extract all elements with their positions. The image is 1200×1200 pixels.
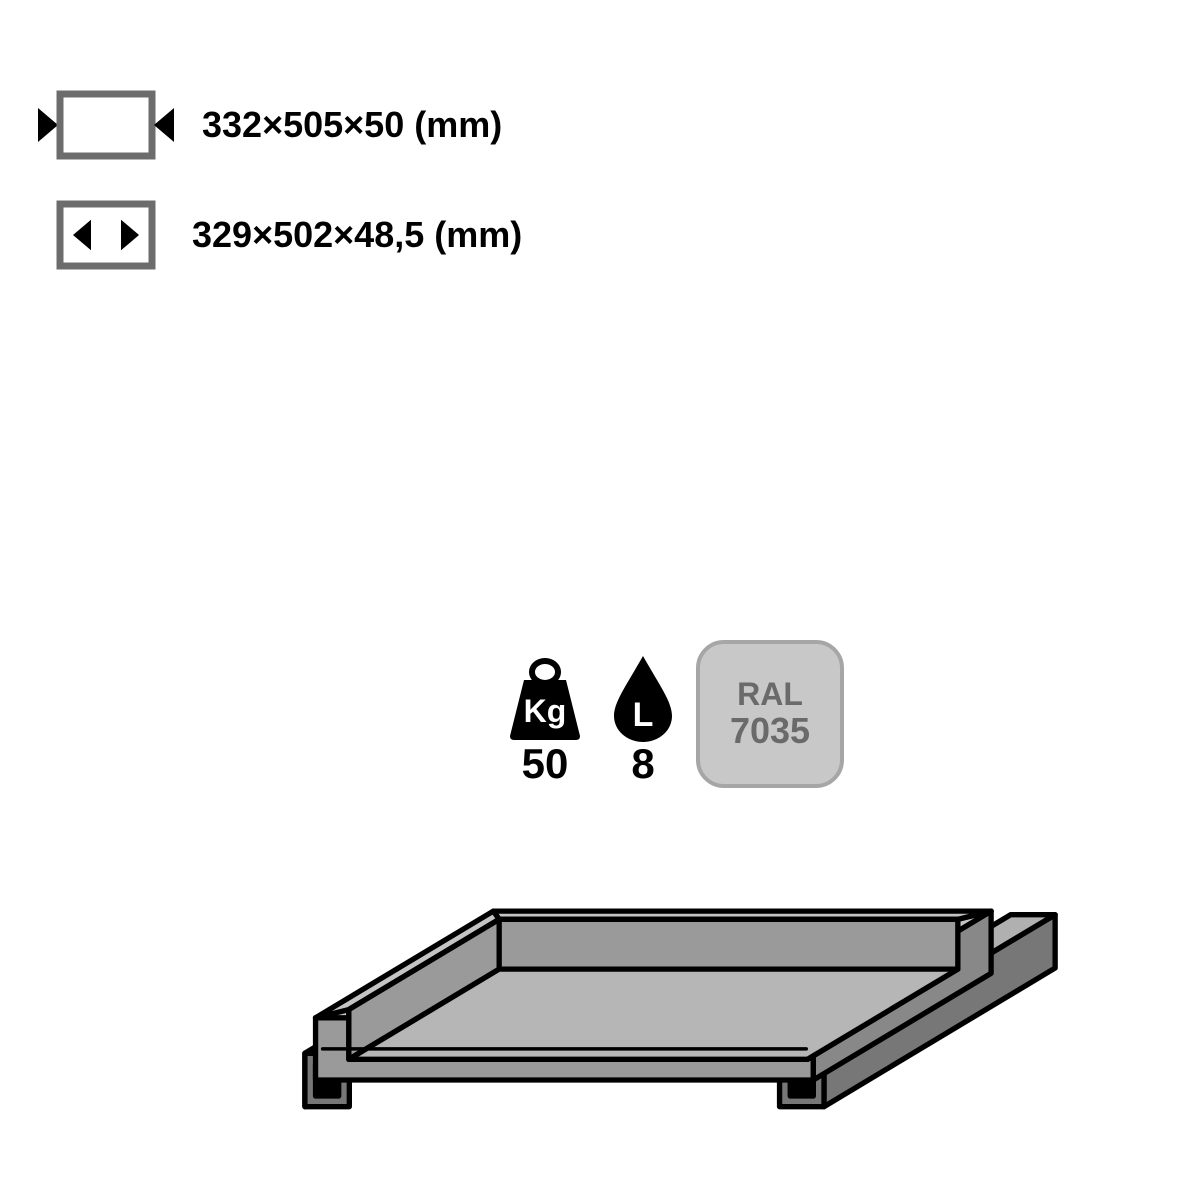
tray-drawing [120, 840, 1080, 1160]
internal-dim-icon [50, 200, 170, 270]
dimension-internal-row: 329×502×48,5 (mm) [50, 200, 522, 270]
internal-dim-label: 329×502×48,5 (mm) [192, 214, 522, 256]
weight-spec: Kg 50 [500, 652, 590, 788]
svg-text:L: L [633, 696, 654, 734]
ral-label: RAL [737, 678, 803, 712]
spec-row: Kg 50 L 8 RAL 7035 [500, 640, 844, 788]
dimension-external-row: 332×505×50 (mm) [30, 90, 502, 160]
weight-icon: Kg [500, 652, 590, 742]
svg-text:Kg: Kg [524, 693, 567, 729]
external-dim-label: 332×505×50 (mm) [202, 104, 502, 146]
external-dim-icon [30, 90, 180, 160]
drop-icon: L [608, 652, 678, 742]
ral-badge: RAL 7035 [696, 640, 844, 788]
volume-value: 8 [631, 740, 654, 788]
volume-spec: L 8 [608, 652, 678, 788]
weight-value: 50 [522, 740, 569, 788]
ral-code: 7035 [730, 712, 810, 750]
